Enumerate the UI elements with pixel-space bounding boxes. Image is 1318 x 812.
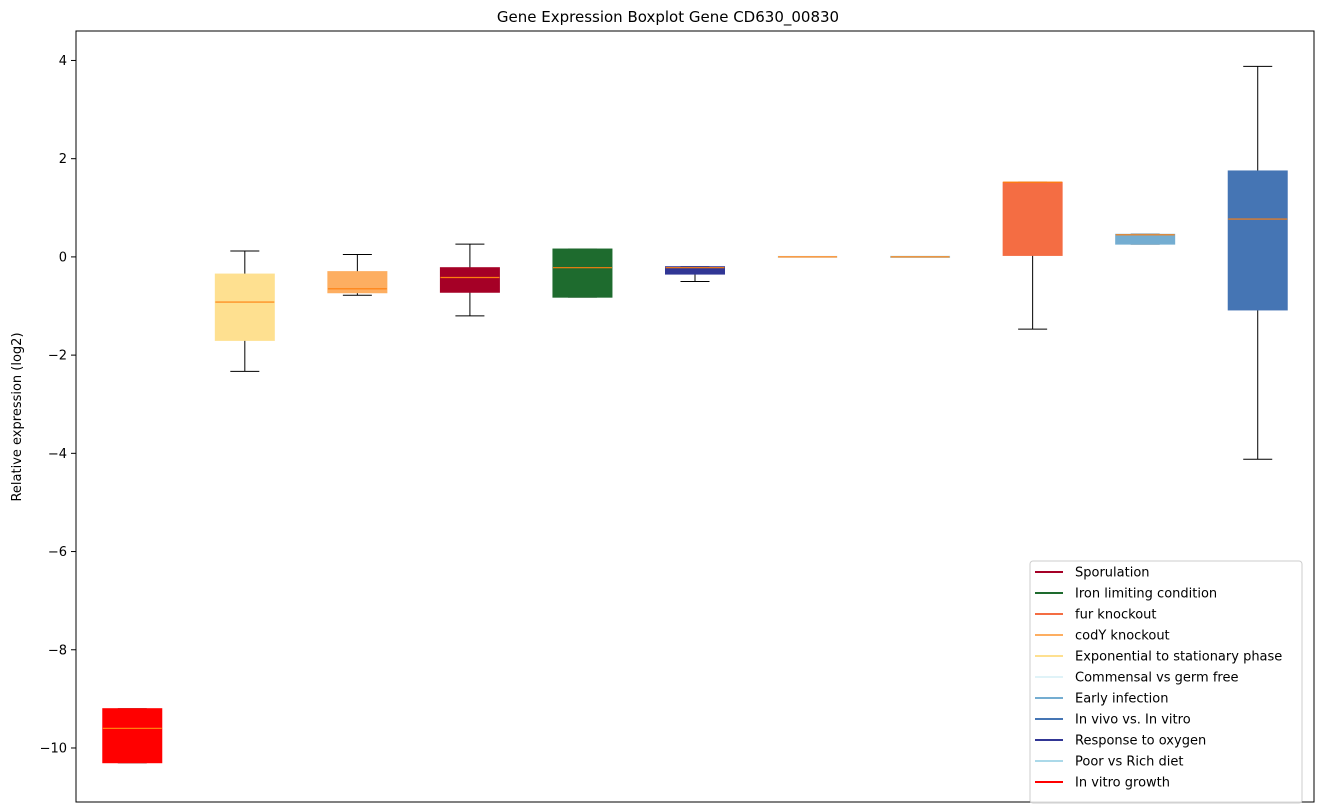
box-3 [327, 253, 388, 296]
legend-label: Iron limiting condition [1075, 587, 1217, 602]
legend-item: Commensal vs germ free [1035, 671, 1238, 686]
plot-frame [75, 30, 1315, 803]
box-body [1002, 181, 1063, 256]
box-6 [665, 266, 725, 282]
box-11 [1227, 65, 1288, 460]
box-9 [1002, 181, 1063, 330]
legend-item: fur knockout [1035, 608, 1157, 623]
box-7 [777, 255, 838, 258]
box-1 [102, 708, 163, 764]
legend-item: Response to oxygen [1035, 734, 1206, 749]
legend-item: Poor vs Rich diet [1035, 755, 1183, 770]
box-body [439, 267, 500, 293]
legend-item: Iron limiting condition [1035, 587, 1217, 602]
y-tick-label: −4 [48, 447, 67, 462]
legend-item: codY knockout [1035, 629, 1170, 644]
legend-item: In vitro growth [1035, 776, 1170, 791]
y-axis: 4 2 0 −2 −4 −6 −8 −10 [40, 54, 76, 756]
chart-title: Gene Expression Boxplot Gene CD630_00830 [497, 8, 839, 27]
legend-label: In vivo vs. In vitro [1075, 713, 1191, 728]
legend-item: In vivo vs. In vitro [1035, 713, 1191, 728]
y-tick-label: −10 [40, 741, 67, 756]
y-tick-label: −6 [48, 545, 67, 560]
legend: Sporulation Iron limiting condition fur kn… [1029, 560, 1303, 804]
box-body [552, 248, 613, 298]
box-body [102, 708, 163, 764]
box-body [1227, 170, 1288, 311]
y-tick-label: −2 [48, 349, 67, 364]
legend-label: fur knockout [1075, 608, 1157, 623]
legend-frame [1029, 560, 1303, 804]
boxes-layer [102, 65, 1288, 764]
legend-label: Response to oxygen [1075, 734, 1206, 749]
box-body [327, 271, 388, 294]
legend-label: codY knockout [1075, 629, 1170, 644]
y-tick-label: 2 [59, 152, 67, 167]
box-5 [552, 248, 613, 298]
box-body [214, 273, 275, 341]
legend-label: In vitro growth [1075, 776, 1170, 791]
box-2 [214, 250, 275, 372]
box-body [665, 266, 725, 275]
y-tick-label: 0 [59, 250, 67, 265]
legend-label: Exponential to stationary phase [1075, 650, 1282, 665]
legend-label: Early infection [1075, 692, 1168, 707]
box-8 [890, 255, 951, 258]
box-10 [1115, 233, 1176, 245]
y-tick-label: −8 [48, 643, 67, 658]
legend-item: Sporulation [1035, 566, 1150, 581]
y-axis-label: Relative expression (log2) [10, 332, 25, 501]
legend-item: Early infection [1035, 692, 1168, 707]
legend-label: Commensal vs germ free [1075, 671, 1238, 686]
box-4 [439, 243, 500, 317]
y-tick-label: 4 [59, 54, 67, 69]
legend-label: Poor vs Rich diet [1075, 755, 1183, 770]
legend-item: Exponential to stationary phase [1035, 650, 1282, 665]
legend-label: Sporulation [1075, 566, 1150, 581]
box-body [1115, 233, 1176, 245]
